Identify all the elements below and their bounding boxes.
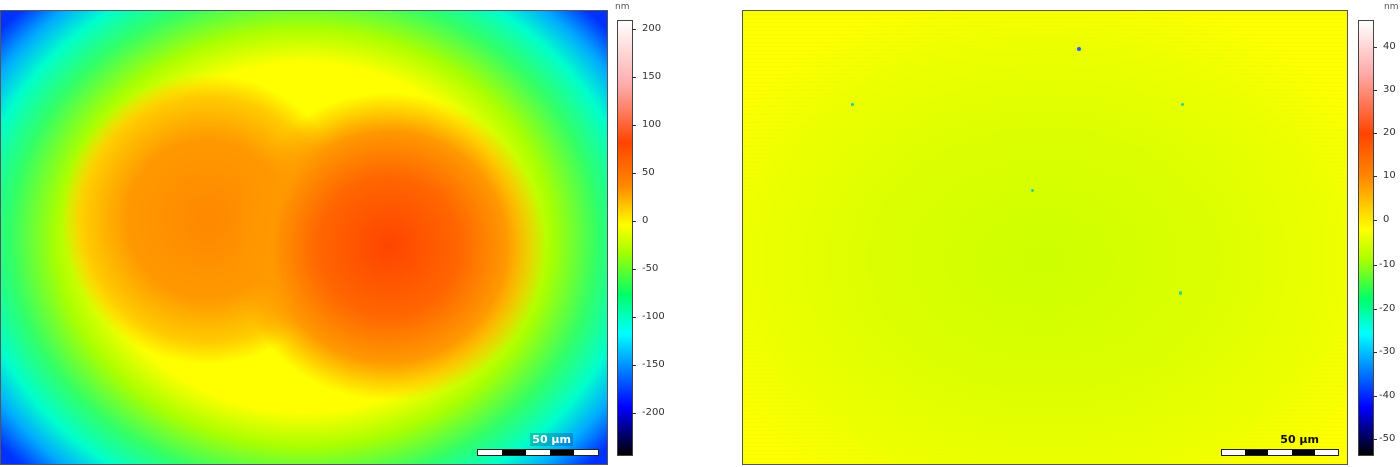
- tick-label: -20: [1379, 303, 1396, 314]
- tick-label: 50: [642, 167, 655, 178]
- tick-label: -50: [1379, 433, 1396, 444]
- left-map-dark-corners: [1, 11, 607, 464]
- scale-bar-right: [1221, 449, 1339, 456]
- tick-label: 150: [642, 71, 662, 82]
- defect-marker: [1077, 47, 1081, 51]
- right-height-map: 50 µm: [742, 10, 1348, 465]
- tick-label: 20: [1383, 127, 1396, 138]
- right-map-background: [743, 11, 1347, 464]
- tick-label: 10: [1383, 170, 1396, 181]
- tick-label: -40: [1379, 390, 1396, 401]
- right-map-stripes: [743, 11, 1347, 464]
- tick-label: -30: [1379, 346, 1396, 357]
- tick-label: 40: [1383, 41, 1396, 52]
- defect-marker: [851, 103, 854, 106]
- tick-label: -100: [642, 311, 665, 322]
- colorbar-right: [1358, 20, 1374, 456]
- scale-bar-label-left: 50 µm: [530, 433, 573, 446]
- left-height-map-panel: 50 µm nm 200 150 100 50 0 -50 -100 -150 …: [0, 2, 665, 465]
- defect-marker: [1181, 103, 1184, 106]
- right-height-map-panel: 50 µm nm 40 30 20 10 0 -10 -20 -30 -40 -…: [700, 0, 1400, 467]
- tick-label: 30: [1383, 84, 1396, 95]
- defect-marker: [1031, 189, 1034, 192]
- scale-bar-text: 50 µm: [532, 433, 571, 446]
- defect-marker: [1179, 291, 1182, 295]
- colorbar-left: [617, 20, 633, 456]
- tick-label: -10: [1379, 259, 1396, 270]
- tick-label: -150: [642, 359, 665, 370]
- tick-label: 100: [642, 119, 662, 130]
- scale-bar-label-right: 50 µm: [1278, 433, 1321, 446]
- scale-bar-text: 50 µm: [1280, 433, 1319, 446]
- left-height-map: 50 µm: [0, 10, 608, 465]
- tick-label: 200: [642, 23, 662, 34]
- tick-label: 0: [1383, 214, 1390, 225]
- tick-label: 0: [642, 215, 649, 226]
- tick-label: -50: [642, 263, 659, 274]
- scale-bar-left: [477, 449, 599, 456]
- colorbar-unit-left: nm: [615, 2, 630, 12]
- colorbar-unit-right: nm: [1384, 2, 1399, 12]
- tick-label: -200: [642, 407, 665, 418]
